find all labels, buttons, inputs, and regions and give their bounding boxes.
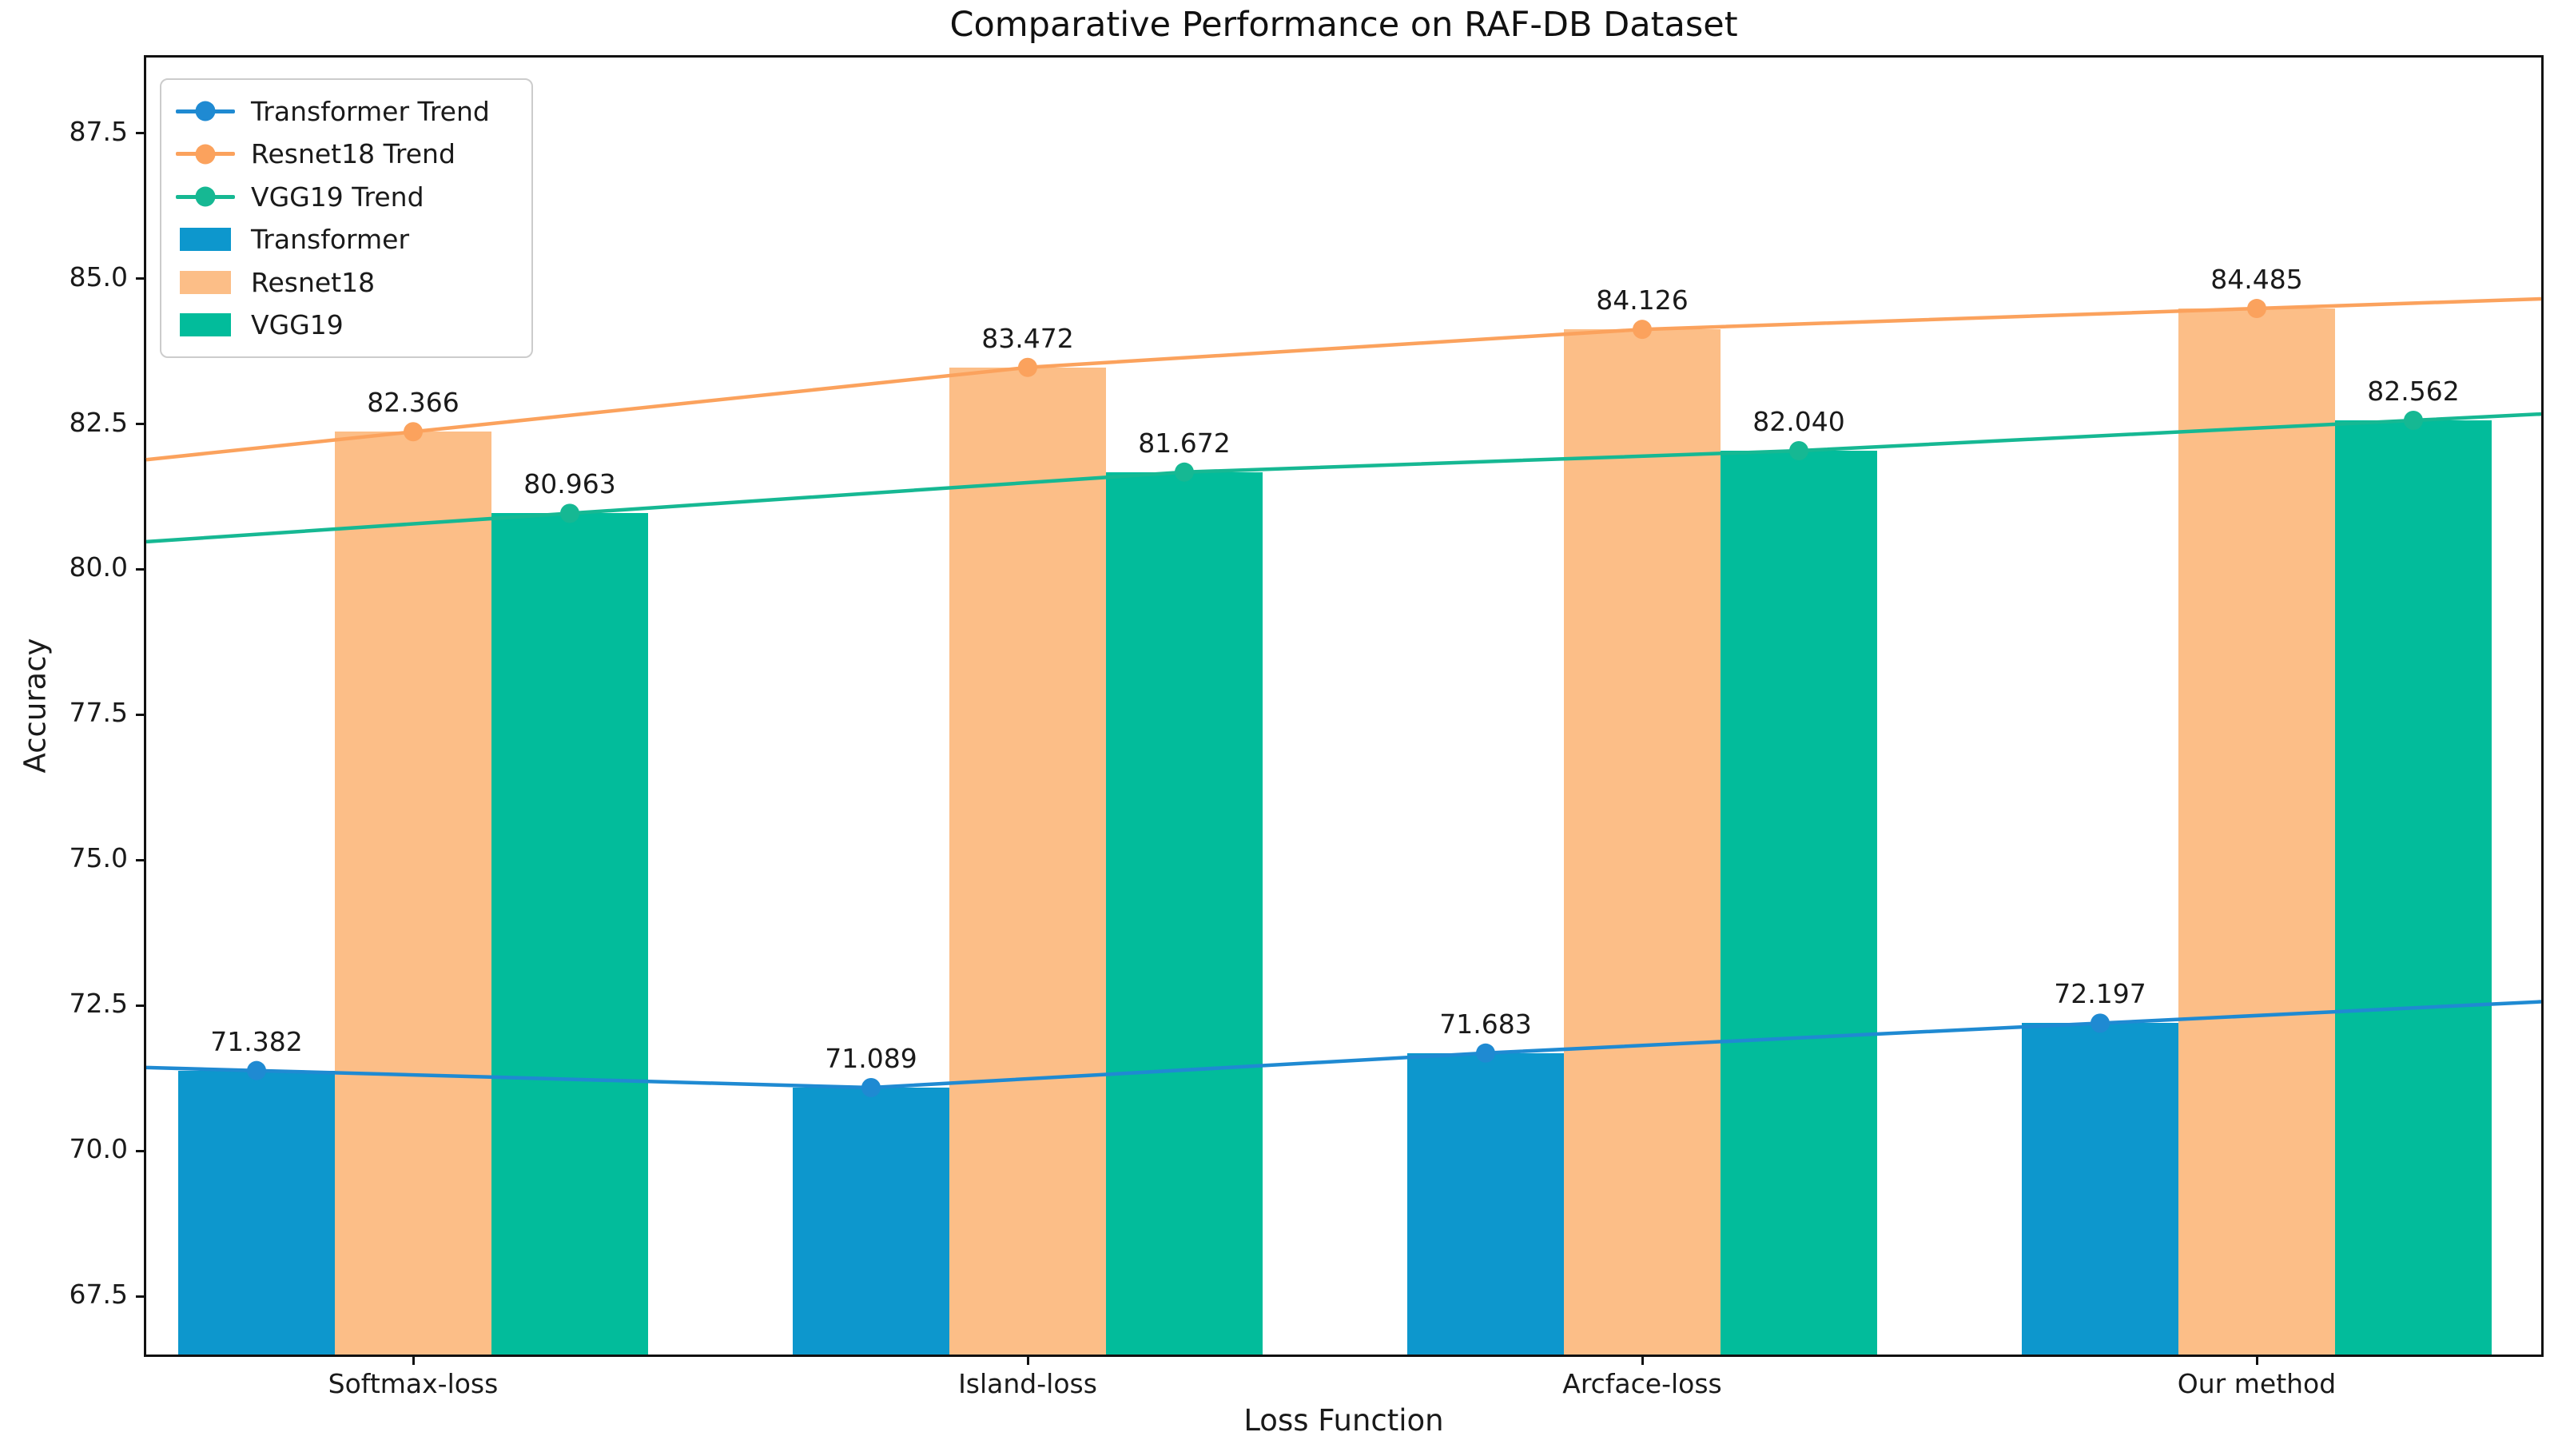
bar-vgg19-3 — [2335, 420, 2492, 1355]
y-tick-mark — [136, 567, 146, 571]
trend-marker-dot — [2247, 299, 2266, 319]
bar-transformer-0 — [178, 1070, 335, 1355]
y-tick-label: 77.5 — [69, 697, 128, 729]
vgg19-trend-line — [145, 412, 2542, 544]
bar-value-label: 82.562 — [2367, 376, 2460, 407]
legend-item-transformer: Transformer — [176, 220, 517, 260]
legend-item-vgg19-trend: VGG19 Trend — [176, 177, 517, 217]
trend-lines-layer — [145, 296, 2542, 1098]
trend-line-swatch-icon — [176, 101, 235, 121]
legend-label: Transformer — [251, 224, 410, 256]
legend-item-vgg19: VGG19 — [176, 305, 517, 345]
chart-title: Comparative Performance on RAF-DB Datase… — [949, 5, 1738, 45]
bar-swatch-icon — [176, 228, 235, 252]
trend-marker-dot — [1633, 320, 1652, 340]
bar-value-label: 71.382 — [210, 1025, 303, 1057]
bar-value-label: 84.485 — [2210, 264, 2303, 296]
legend-item-transformer-trend: Transformer Trend — [176, 91, 517, 131]
trend-line-swatch-icon — [176, 186, 235, 207]
y-tick-label: 75.0 — [69, 842, 128, 874]
bar-value-label: 71.683 — [1439, 1008, 1532, 1040]
x-tick-label: Arcface-loss — [1562, 1368, 1722, 1399]
y-tick-label: 85.0 — [69, 261, 128, 292]
trend-marker-dot — [247, 1060, 266, 1080]
bar-swatch-icon — [176, 313, 235, 337]
bar-value-label: 71.089 — [825, 1043, 917, 1074]
bar-resnet18-0 — [335, 432, 491, 1355]
bar-vgg19-2 — [1721, 450, 1877, 1355]
trend-line-swatch-icon — [176, 144, 235, 165]
trend-marker-dot — [1789, 440, 1808, 460]
y-tick-mark — [136, 1149, 146, 1152]
x-tick-mark — [1641, 1355, 1644, 1365]
trend-marker-dot — [2091, 1013, 2110, 1033]
bar-resnet18-3 — [2178, 308, 2335, 1355]
legend-item-resnet18: Resnet18 — [176, 262, 517, 302]
y-tick-label: 70.0 — [69, 1133, 128, 1165]
x-tick-mark — [412, 1355, 415, 1365]
bar-value-label: 80.963 — [523, 468, 616, 500]
bar-value-label: 81.672 — [1138, 427, 1231, 459]
legend-label: Resnet18 — [251, 266, 376, 298]
bar-transformer-2 — [1407, 1052, 1564, 1355]
trend-marker-dot — [404, 422, 423, 442]
trend-marker-dot — [1175, 462, 1194, 482]
y-tick-label: 80.0 — [69, 551, 128, 583]
bar-swatch-icon — [176, 270, 235, 294]
legend-label: VGG19 — [251, 309, 344, 341]
transformer-trend-line — [145, 1000, 2542, 1090]
bar-value-label: 83.472 — [981, 322, 1074, 354]
y-tick-label: 72.5 — [69, 988, 128, 1020]
bar-value-label: 84.126 — [1596, 284, 1689, 316]
x-tick-label: Softmax-loss — [328, 1368, 499, 1399]
legend-item-resnet18-trend: Resnet18 Trend — [176, 134, 517, 174]
y-tick-mark — [136, 1295, 146, 1298]
bar-value-label: 72.197 — [2054, 978, 2146, 1010]
bar-transformer-3 — [2022, 1023, 2178, 1355]
bar-resnet18-2 — [1564, 329, 1721, 1355]
bar-value-label: 82.040 — [1752, 405, 1845, 437]
y-tick-mark — [136, 713, 146, 716]
trend-marker-dot — [2404, 411, 2423, 431]
bar-transformer-1 — [793, 1088, 949, 1355]
y-tick-mark — [136, 1004, 146, 1007]
y-tick-mark — [136, 132, 146, 135]
y-tick-label: 67.5 — [69, 1279, 128, 1311]
x-tick-label: Island-loss — [958, 1368, 1097, 1399]
trend-marker-dot — [1018, 357, 1037, 377]
legend-label: Resnet18 Trend — [251, 138, 456, 170]
y-tick-label: 82.5 — [69, 406, 128, 438]
y-tick-mark — [136, 858, 146, 861]
legend-label: VGG19 Trend — [251, 181, 424, 213]
bar-value-label: 82.366 — [367, 387, 459, 419]
x-axis-label: Loss Function — [1243, 1403, 1444, 1438]
legend-label: Transformer Trend — [251, 95, 490, 127]
x-tick-mark — [1026, 1355, 1029, 1365]
trend-marker-dot — [560, 503, 579, 523]
trend-marker-dot — [861, 1078, 881, 1098]
bar-vgg19-1 — [1106, 471, 1263, 1355]
trend-marker-dot — [1476, 1043, 1495, 1063]
y-tick-label: 87.5 — [69, 115, 128, 147]
y-tick-mark — [136, 277, 146, 280]
x-tick-mark — [2255, 1355, 2258, 1365]
y-tick-mark — [136, 423, 146, 426]
legend-box: Transformer Trend Resnet18 Trend VGG19 T… — [160, 78, 533, 358]
bar-vgg19-0 — [491, 513, 648, 1355]
x-tick-label: Our method — [2177, 1368, 2337, 1399]
resnet18-trend-line — [145, 296, 2542, 462]
bar-resnet18-1 — [949, 367, 1106, 1355]
plot-area — [146, 58, 2541, 1355]
